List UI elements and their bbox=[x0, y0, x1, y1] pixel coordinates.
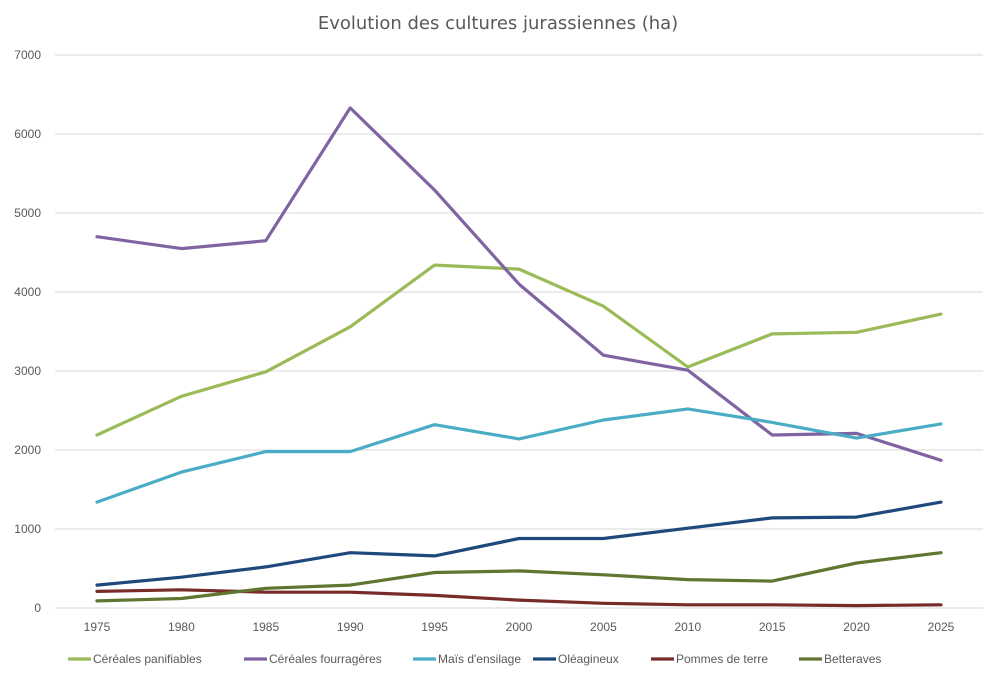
series-line-1 bbox=[95, 106, 943, 462]
y-tick-label: 2000 bbox=[14, 443, 41, 457]
x-tick-label: 1995 bbox=[421, 620, 448, 634]
x-tick-label: 1980 bbox=[168, 620, 195, 634]
legend: Céréales panifiables Céréales fourragères… bbox=[68, 652, 881, 666]
x-axis-ticks: 1975 1980 1985 1990 1995 2000 2005 2010 2015 2020… bbox=[84, 620, 955, 634]
x-tick-label: 2015 bbox=[759, 620, 786, 634]
x-tick-label: 1990 bbox=[337, 620, 364, 634]
y-tick-label: 7000 bbox=[14, 48, 41, 62]
series-line-5 bbox=[95, 551, 943, 603]
x-tick-label: 2010 bbox=[674, 620, 701, 634]
legend-item: Pommes de terre bbox=[651, 652, 768, 666]
y-tick-label: 0 bbox=[34, 601, 41, 615]
legend-item: Betteraves bbox=[799, 652, 881, 666]
grid-lines bbox=[55, 54, 983, 609]
chart-title: Evolution des cultures jurassiennes (ha) bbox=[318, 13, 678, 34]
series-line-2 bbox=[95, 407, 943, 504]
x-tick-label: 1985 bbox=[252, 620, 279, 634]
legend-item: Oléagineux bbox=[533, 652, 619, 666]
legend-label: Betteraves bbox=[824, 652, 881, 666]
y-axis-ticks: 0 1000 2000 3000 4000 5000 6000 7000 bbox=[14, 48, 41, 615]
legend-label: Oléagineux bbox=[558, 652, 619, 666]
y-tick-label: 1000 bbox=[14, 522, 41, 536]
series-line-3 bbox=[95, 500, 943, 587]
legend-label: Céréales panifiables bbox=[93, 652, 202, 666]
x-tick-label: 2025 bbox=[928, 620, 955, 634]
series-line-0 bbox=[95, 263, 943, 437]
legend-item: Céréales panifiables bbox=[68, 652, 202, 666]
y-tick-label: 5000 bbox=[14, 206, 41, 220]
x-tick-label: 1975 bbox=[84, 620, 111, 634]
legend-label: Pommes de terre bbox=[676, 652, 768, 666]
series-lines bbox=[95, 106, 943, 608]
legend-item: Maïs d'ensilage bbox=[413, 652, 521, 666]
x-tick-label: 2020 bbox=[843, 620, 870, 634]
y-tick-label: 4000 bbox=[14, 285, 41, 299]
legend-label: Maïs d'ensilage bbox=[438, 652, 521, 666]
x-tick-label: 2005 bbox=[590, 620, 617, 634]
x-tick-label: 2000 bbox=[506, 620, 533, 634]
y-tick-label: 6000 bbox=[14, 127, 41, 141]
legend-item: Céréales fourragères bbox=[244, 652, 382, 666]
legend-label: Céréales fourragères bbox=[269, 652, 382, 666]
y-tick-label: 3000 bbox=[14, 364, 41, 378]
